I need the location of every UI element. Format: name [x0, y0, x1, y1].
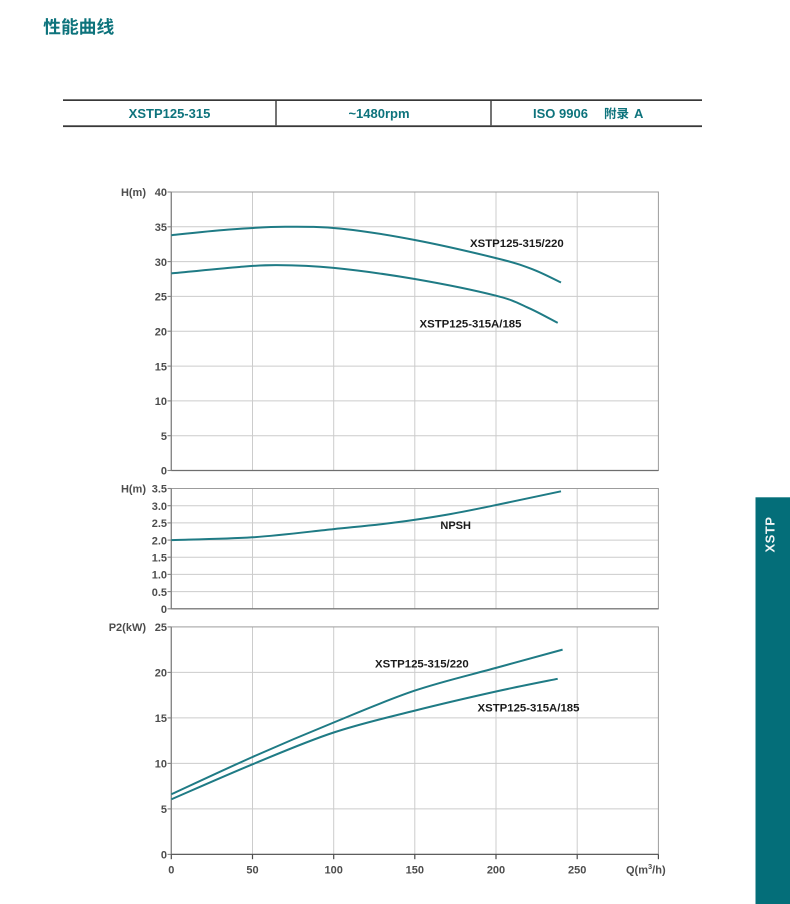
svg-text:2.5: 2.5: [152, 518, 167, 530]
svg-text:10: 10: [155, 759, 167, 771]
svg-text:~1480rpm: ~1480rpm: [348, 106, 409, 121]
svg-text:0: 0: [168, 865, 174, 877]
svg-text:XSTP125-315/220: XSTP125-315/220: [470, 238, 564, 250]
svg-text:3.0: 3.0: [152, 501, 167, 513]
svg-text:0: 0: [161, 850, 167, 862]
svg-text:XSTP125-315: XSTP125-315: [129, 106, 211, 121]
svg-text:0: 0: [161, 604, 167, 616]
svg-text:P2(kW): P2(kW): [109, 622, 147, 634]
svg-text:A: A: [634, 106, 644, 121]
svg-text:150: 150: [406, 865, 424, 877]
svg-text:H(m): H(m): [121, 484, 146, 496]
svg-text:H(m): H(m): [121, 187, 146, 199]
svg-text:XSTP125-315/220: XSTP125-315/220: [375, 658, 469, 670]
svg-text:Q(m3/h): Q(m3/h): [626, 862, 666, 877]
svg-text:200: 200: [487, 865, 505, 877]
svg-text:ISO 9906: ISO 9906: [533, 106, 588, 121]
svg-text:2.0: 2.0: [152, 535, 167, 547]
svg-text:25: 25: [155, 622, 167, 634]
svg-text:XSTP125-315A/185: XSTP125-315A/185: [478, 702, 581, 714]
svg-text:250: 250: [568, 865, 586, 877]
svg-text:1.0: 1.0: [152, 570, 167, 582]
svg-text:50: 50: [246, 865, 258, 877]
svg-text:20: 20: [155, 326, 167, 338]
svg-text:10: 10: [155, 396, 167, 408]
svg-text:XSTP125-315A/185: XSTP125-315A/185: [420, 318, 523, 330]
svg-text:NPSH: NPSH: [440, 520, 471, 532]
svg-text:40: 40: [155, 187, 167, 199]
svg-text:5: 5: [161, 804, 167, 816]
svg-text:35: 35: [155, 222, 167, 234]
svg-text:3.5: 3.5: [152, 484, 167, 496]
svg-text:0.5: 0.5: [152, 587, 167, 599]
svg-text:0: 0: [161, 466, 167, 478]
svg-text:100: 100: [325, 865, 343, 877]
svg-text:15: 15: [155, 361, 167, 373]
svg-text:15: 15: [155, 713, 167, 725]
svg-text:25: 25: [155, 292, 167, 304]
svg-text:20: 20: [155, 668, 167, 680]
svg-text:XSTP: XSTP: [763, 517, 778, 553]
svg-text:5: 5: [161, 431, 167, 443]
svg-text:30: 30: [155, 257, 167, 269]
svg-text:1.5: 1.5: [152, 552, 167, 564]
